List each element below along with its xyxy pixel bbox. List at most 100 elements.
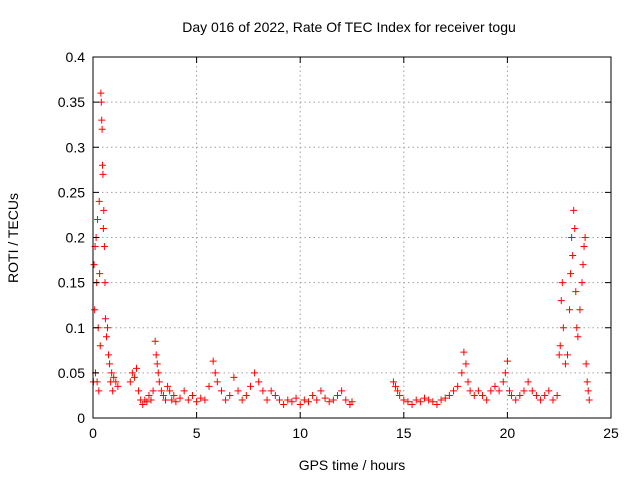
data-point xyxy=(130,373,138,381)
y-tick-label: 0.3 xyxy=(66,139,86,155)
data-point xyxy=(222,396,230,404)
y-tick-label: 0 xyxy=(77,410,85,426)
data-point xyxy=(90,261,98,269)
data-point xyxy=(147,396,155,404)
data-point xyxy=(567,270,575,278)
data-point xyxy=(180,387,188,395)
data-point xyxy=(288,398,296,406)
y-tick-label: 0.15 xyxy=(58,275,85,291)
x-tick-label: 10 xyxy=(292,425,308,441)
data-point xyxy=(572,288,580,296)
data-point xyxy=(582,360,590,368)
chart-title: Day 016 of 2022, Rate Of TEC Index for r… xyxy=(182,19,516,35)
data-point xyxy=(392,382,400,390)
data-point xyxy=(570,206,578,214)
data-point xyxy=(300,396,308,404)
y-tick-label: 0.25 xyxy=(58,184,85,200)
data-point xyxy=(226,391,234,399)
data-point xyxy=(491,382,499,390)
data-point xyxy=(168,396,176,404)
grid-lines xyxy=(93,57,611,418)
data-point xyxy=(284,396,292,404)
data-point xyxy=(348,398,356,406)
data-point xyxy=(338,387,346,395)
data-point xyxy=(139,400,147,408)
data-point xyxy=(109,387,117,395)
data-point xyxy=(576,306,584,314)
data-point xyxy=(145,391,153,399)
data-point xyxy=(93,378,101,386)
data-point xyxy=(503,357,511,365)
data-point xyxy=(458,369,466,377)
data-point xyxy=(581,234,589,241)
data-point xyxy=(151,337,159,345)
data-point xyxy=(421,394,429,402)
data-point xyxy=(135,387,143,395)
data-point xyxy=(251,369,259,377)
data-point xyxy=(304,398,312,406)
data-point xyxy=(416,398,424,406)
data-point xyxy=(211,369,219,377)
data-point xyxy=(429,398,437,406)
data-point xyxy=(128,369,136,377)
data-point xyxy=(91,306,99,314)
data-point xyxy=(126,378,134,386)
data-point xyxy=(321,394,329,402)
data-point xyxy=(230,373,238,381)
data-point xyxy=(166,387,174,395)
data-point xyxy=(462,360,470,368)
data-point xyxy=(164,382,172,390)
data-point xyxy=(193,398,201,406)
data-point xyxy=(524,378,532,386)
data-point xyxy=(501,369,509,377)
data-point xyxy=(342,396,350,404)
data-point xyxy=(255,378,263,386)
data-point xyxy=(97,89,105,97)
data-point xyxy=(445,391,453,399)
data-point xyxy=(460,348,468,356)
data-point xyxy=(172,398,180,406)
x-tick-label: 0 xyxy=(89,425,97,441)
data-point xyxy=(483,396,491,404)
data-point xyxy=(566,306,574,314)
data-point xyxy=(149,387,157,395)
data-point xyxy=(441,394,449,402)
data-point xyxy=(162,396,170,404)
data-point xyxy=(259,387,267,395)
data-point xyxy=(563,351,571,359)
data-point xyxy=(555,351,563,359)
data-point xyxy=(559,324,567,332)
data-point xyxy=(487,387,495,395)
data-point xyxy=(201,396,209,404)
data-point xyxy=(573,324,581,332)
data-point xyxy=(114,382,122,390)
data-point xyxy=(583,378,591,386)
data-point xyxy=(528,387,536,395)
data-point xyxy=(105,351,113,359)
data-point xyxy=(101,315,109,323)
data-point xyxy=(466,387,474,395)
data-point xyxy=(571,224,579,232)
data-point xyxy=(263,396,271,404)
data-point xyxy=(98,125,106,133)
data-point xyxy=(400,396,408,404)
data-point xyxy=(292,394,300,402)
data-point xyxy=(520,387,528,395)
data-point xyxy=(209,357,217,365)
data-point xyxy=(499,378,507,386)
data-point xyxy=(153,360,161,368)
x-tick-label: 15 xyxy=(396,425,412,441)
data-point xyxy=(234,387,242,395)
data-point xyxy=(537,396,545,404)
data-point xyxy=(112,378,120,386)
data-point xyxy=(437,396,445,404)
data-point xyxy=(104,324,112,332)
data-point xyxy=(470,391,478,399)
data-point xyxy=(95,197,103,205)
data-point xyxy=(495,387,503,395)
data-point xyxy=(242,391,250,399)
data-point xyxy=(408,400,416,408)
data-point xyxy=(100,206,108,214)
data-point xyxy=(95,387,103,395)
data-point xyxy=(317,387,325,395)
